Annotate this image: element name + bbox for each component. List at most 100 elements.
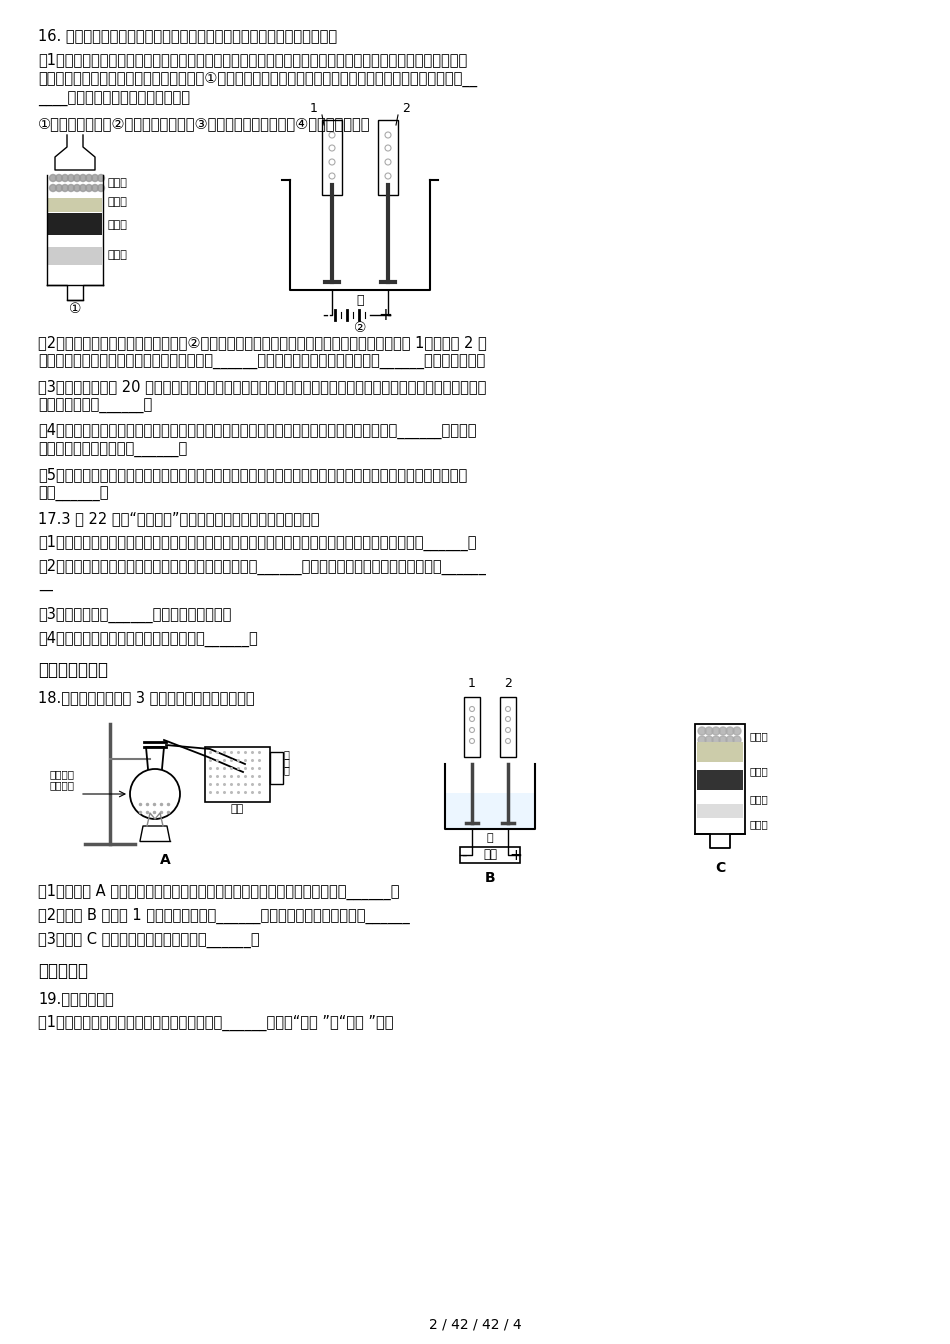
- Text: 19.答复以下问题: 19.答复以下问题: [38, 991, 114, 1007]
- Text: 区的井水: 区的井水: [50, 780, 75, 790]
- Text: -: -: [322, 306, 328, 324]
- Text: 。2〃硬水给生活和生产带来很大不利影响，生活中可用______来区分硬水和软水，其现象和结论是______: 。2〃硬水给生活和生产带来很大不利影响，生活中可用______来区分硬水和软水，…: [38, 559, 485, 575]
- Text: ____（填写名称）吸附作用到达的。: ____（填写名称）吸附作用到达的。: [38, 91, 190, 108]
- Circle shape: [719, 737, 727, 745]
- Circle shape: [719, 727, 727, 735]
- Bar: [378, 120, 398, 195]
- Text: ①不得呈现异色，②不得有异嗅异味，③不得含有肉眼可见物，④水应清澈透明。: ①不得呈现异色，②不得有异嗅异味，③不得含有肉眼可见物，④水应清澈透明。: [38, 116, 371, 130]
- Circle shape: [86, 184, 92, 191]
- Circle shape: [98, 175, 104, 181]
- Text: 2: 2: [504, 677, 512, 689]
- Text: 。4〃日常生活中你经常采用的节水措施有______。: 。4〃日常生活中你经常采用的节水措施有______。: [38, 630, 257, 648]
- Text: +: +: [378, 306, 392, 324]
- Circle shape: [698, 737, 706, 745]
- Text: 活性炭: 活性炭: [750, 794, 769, 804]
- Circle shape: [67, 175, 74, 181]
- Bar: [500, 698, 516, 757]
- Text: B: B: [484, 871, 495, 884]
- Circle shape: [62, 184, 68, 191]
- Text: ①: ①: [68, 302, 82, 316]
- Text: 小卵石: 小卵石: [750, 731, 769, 741]
- Circle shape: [705, 737, 713, 745]
- Circle shape: [55, 175, 63, 181]
- Text: 石英砂: 石英砂: [108, 198, 128, 207]
- Text: 成分燃烧的化学方程式为______。: 成分燃烧的化学方程式为______。: [38, 444, 187, 458]
- Circle shape: [712, 727, 720, 735]
- Text: 小: 小: [284, 749, 290, 759]
- Text: 分别得到无色气体，有关反响的化学方程式为______。由该实验可知水的组成元素是______（填写名称）。: 分别得到无色气体，有关反响的化学方程式为______。由该实验可知水的组成元素是…: [38, 355, 485, 370]
- Text: ②: ②: [353, 321, 367, 335]
- Text: 。3〃实验 C 中小卵石、石英沙的作用是______。: 。3〃实验 C 中小卵石、石英沙的作用是______。: [38, 931, 259, 949]
- Circle shape: [73, 184, 81, 191]
- Circle shape: [733, 727, 741, 735]
- Text: 膨松棉: 膨松棉: [750, 818, 769, 829]
- Circle shape: [705, 727, 713, 735]
- Circle shape: [733, 737, 741, 745]
- Text: 三、实验探究题: 三、实验探究题: [38, 661, 108, 679]
- Text: 1: 1: [468, 677, 476, 689]
- Text: 试: 试: [284, 757, 290, 767]
- Text: 。3〃当今世界上有 20 亿人口面临淡水危机。为了解决这一危机，请你从保护资源和可持续开展的角度，提出两: 。3〃当今世界上有 20 亿人口面临淡水危机。为了解决这一危机，请你从保护资源和…: [38, 379, 486, 394]
- Text: 活性炭: 活性炭: [108, 220, 128, 230]
- Bar: [460, 847, 520, 863]
- Circle shape: [726, 727, 734, 735]
- Bar: [697, 742, 743, 762]
- Text: 。1〃向实验 A 中的小试管收集的水中参加少量肥皌水，振荡，产生的现象是______；: 。1〃向实验 A 中的小试管收集的水中参加少量肥皌水，振荡，产生的现象是____…: [38, 884, 400, 900]
- Circle shape: [726, 737, 734, 745]
- Text: 。3〃生活中通过______可以降低水的硬度。: 。3〃生活中通过______可以降低水的硬度。: [38, 607, 232, 624]
- Text: 冷水: 冷水: [230, 804, 243, 814]
- Text: 。2〃在实验室用上图所示装置（如图②所示）探究水的组成时。当接通电源一段时间后，试管 1、和试管 2 内: 。2〃在实验室用上图所示装置（如图②所示）探究水的组成时。当接通电源一段时间后，…: [38, 335, 486, 349]
- Text: -: -: [462, 848, 466, 863]
- Text: +: +: [509, 848, 522, 863]
- Text: 1: 1: [310, 102, 318, 116]
- Circle shape: [91, 175, 99, 181]
- Circle shape: [91, 184, 99, 191]
- Text: 。1〃水是人类最珍贵的自然资源，也是我们身边的一种重要物质。在净化雨水的实践活动中，小明用可乐瓶、: 。1〃水是人类最珍贵的自然资源，也是我们身边的一种重要物质。在净化雨水的实践活动…: [38, 52, 467, 67]
- Text: 18.如图是与水有关的 3 个实验，请答复以下问题：: 18.如图是与水有关的 3 个实验，请答复以下问题：: [38, 689, 255, 706]
- Bar: [697, 770, 743, 790]
- Text: 16. 随着城镇化建设规模的不断扩大，资源利用与环境保护日益受到关注。: 16. 随着城镇化建设规模的不断扩大，资源利用与环境保护日益受到关注。: [38, 28, 337, 43]
- Text: 膨松棉: 膨松棉: [108, 250, 128, 259]
- Text: 2: 2: [402, 102, 410, 116]
- Bar: [205, 747, 270, 802]
- Text: 石英砂: 石英砂: [750, 766, 769, 775]
- Text: 水: 水: [486, 833, 493, 843]
- Circle shape: [67, 184, 74, 191]
- Text: 电池: 电池: [483, 848, 497, 862]
- Text: 条切实可行建议______。: 条切实可行建议______。: [38, 399, 152, 414]
- Circle shape: [73, 175, 81, 181]
- Circle shape: [80, 184, 86, 191]
- Bar: [697, 804, 743, 818]
- Text: 。5〃为了使固体燃料能夠得到充分的利用和节约能源，请结合固体燃料的实际应用和所学知识，提出一条具体: 。5〃为了使固体燃料能夠得到充分的利用和节约能源，请结合固体燃料的实际应用和所学…: [38, 466, 467, 482]
- Text: 2 / 42 / 42 / 4: 2 / 42 / 42 / 4: [428, 1318, 522, 1332]
- Text: 吸管等物品自制了一个简易净水器（以下图①所示）净化雨水，你认为以下水的感官性指标中的前两项是通过__: 吸管等物品自制了一个简易净水器（以下图①所示）净化雨水，你认为以下水的感官性指标…: [38, 73, 477, 87]
- Bar: [322, 120, 342, 195]
- Text: 水: 水: [356, 294, 364, 306]
- Text: 石灰岩地: 石灰岩地: [50, 769, 75, 780]
- Text: 管: 管: [284, 765, 290, 775]
- Text: 。2〃实验 B 中试管 1 内气体的化学式为______，该实验的化学方程式为：______: 。2〃实验 B 中试管 1 内气体的化学式为______，该实验的化学方程式为：…: [38, 909, 409, 925]
- Bar: [695, 724, 745, 835]
- Text: C: C: [714, 862, 725, 875]
- Circle shape: [698, 727, 706, 735]
- Circle shape: [49, 175, 56, 181]
- Text: 小卵石: 小卵石: [108, 177, 128, 188]
- Text: 四、综合题: 四、综合题: [38, 962, 88, 980]
- Circle shape: [62, 175, 68, 181]
- Circle shape: [49, 184, 56, 191]
- Bar: [48, 212, 102, 235]
- Text: A: A: [160, 853, 170, 867]
- Circle shape: [86, 175, 92, 181]
- Circle shape: [80, 175, 86, 181]
- Text: 措施______。: 措施______。: [38, 487, 108, 503]
- Bar: [464, 698, 480, 757]
- Circle shape: [712, 737, 720, 745]
- Circle shape: [98, 184, 104, 191]
- Text: 。4〃化石燃料中的煤、石油、天然气是重要的不可再生资源，在它们当中属于气体燃料的是______，其主要: 。4〃化石燃料中的煤、石油、天然气是重要的不可再生资源，在它们当中属于气体燃料的…: [38, 423, 477, 439]
- Text: 。1〃天然水中含有许多杂质，可利用吸附、沉淠、过滤和蒸馏等方法净化，其中净化程度最高的是______。: 。1〃天然水中含有许多杂质，可利用吸附、沉淠、过滤和蒸馏等方法净化，其中净化程度…: [38, 535, 477, 551]
- Circle shape: [55, 184, 63, 191]
- Bar: [48, 198, 102, 212]
- Text: —: —: [38, 583, 53, 598]
- Bar: [48, 247, 102, 265]
- Text: 17.3 月 22 日是“世界水日”，水与人类的生活和生产密切相关，: 17.3 月 22 日是“世界水日”，水与人类的生活和生产密切相关，: [38, 511, 319, 526]
